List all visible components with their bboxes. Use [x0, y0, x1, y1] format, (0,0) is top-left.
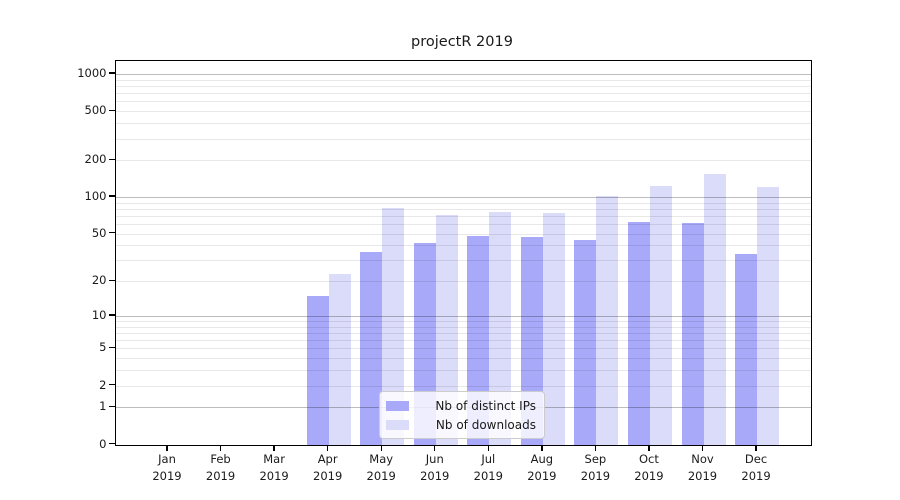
gridline-minor [115, 101, 811, 103]
x-tick [594, 445, 597, 451]
x-tick-label: Sep 2019 [580, 451, 611, 483]
x-tick [755, 445, 757, 451]
x-tick [166, 445, 168, 451]
y-tick [108, 158, 115, 160]
y-tick-label: 200 [84, 152, 107, 167]
x-tick [648, 445, 650, 451]
x-tick-label: Apr 2019 [313, 451, 343, 483]
bar-downloads-jun-2019 [435, 214, 458, 445]
legend-swatch-downloads [386, 419, 409, 430]
gridline-minor [115, 86, 811, 88]
bar-downloads-nov-2019 [703, 174, 726, 445]
legend-item-downloads: Nb of downloads [386, 415, 536, 434]
x-tick-label: Jan 2019 [152, 451, 182, 483]
gridline-minor [115, 208, 811, 210]
y-tick [108, 232, 115, 234]
chart-legend: Nb of distinct IPs Nb of downloads [379, 391, 545, 439]
bar-downloads-may-2019 [382, 207, 405, 445]
bar-distinct-ips-nov-2019 [681, 223, 704, 445]
y-tick-label: 1 [99, 399, 107, 414]
y-tick-label: 50 [91, 225, 107, 240]
legend-label-distinct-ips: Nb of distinct IPs [435, 398, 536, 413]
chart-title: projectR 2019 [411, 34, 513, 50]
y-tick [108, 405, 115, 408]
y-tick-label: 0 [99, 436, 107, 451]
x-tick-label: Nov 2019 [687, 451, 718, 483]
y-tick-label: 20 [91, 273, 107, 288]
gridline-minor [115, 340, 811, 342]
x-tick [541, 445, 543, 451]
x-tick-label: Jul 2019 [473, 451, 503, 483]
y-tick-label: 500 [84, 103, 107, 118]
gridline-minor [115, 321, 811, 323]
gridline-minor [115, 111, 811, 113]
gridline-minor [115, 215, 811, 217]
bar-downloads-aug-2019 [542, 213, 565, 445]
legend-swatch-distinct-ips [386, 400, 409, 411]
x-tick [326, 445, 329, 451]
x-tick-label: Dec 2019 [741, 451, 771, 483]
gridline-minor [115, 333, 811, 335]
y-tick [108, 279, 115, 281]
x-tick-label: Oct 2019 [634, 451, 664, 483]
y-tick-label: 100 [84, 189, 107, 204]
bar-distinct-ips-apr-2019 [306, 295, 329, 445]
x-tick-label: Mar 2019 [259, 451, 289, 483]
bar-distinct-ips-sep-2019 [574, 240, 597, 445]
bar-distinct-ips-may-2019 [360, 252, 383, 445]
bar-distinct-ips-dec-2019 [735, 253, 758, 445]
x-tick-label: Feb 2019 [205, 451, 236, 483]
y-tick [108, 195, 115, 197]
gridline-major [115, 74, 811, 76]
x-tick [434, 445, 436, 451]
gridline-minor [115, 370, 811, 372]
x-tick [273, 445, 275, 451]
gridline-minor [115, 326, 811, 328]
gridline-minor [115, 202, 811, 204]
bar-distinct-ips-oct-2019 [627, 222, 650, 445]
x-tick [487, 445, 489, 451]
x-tick [219, 445, 222, 451]
gridline-minor [115, 245, 811, 247]
x-tick [380, 445, 382, 451]
y-tick [108, 109, 115, 111]
x-tick-label: Jun 2019 [420, 451, 450, 483]
gridline-minor [115, 358, 811, 360]
gridline-minor [115, 348, 811, 350]
gridline-major [115, 197, 811, 199]
gridline-minor [115, 224, 811, 226]
bar-downloads-dec-2019 [757, 187, 780, 445]
y-tick [108, 346, 115, 349]
gridline-minor [115, 79, 811, 81]
y-tick [108, 383, 115, 386]
gridline-minor [115, 138, 811, 140]
y-tick-label: 5 [99, 340, 107, 355]
y-tick [108, 442, 115, 445]
gridline-minor [115, 233, 811, 235]
y-tick-label: 1000 [77, 66, 107, 81]
bar-downloads-jul-2019 [489, 212, 512, 445]
bar-downloads-oct-2019 [649, 186, 672, 445]
bar-downloads-apr-2019 [328, 274, 351, 445]
gridline-minor [115, 123, 811, 125]
x-tick [701, 445, 704, 451]
y-tick [108, 72, 115, 74]
y-tick-label: 2 [99, 377, 107, 392]
gridline-major [115, 315, 811, 317]
gridline-minor [115, 385, 811, 387]
gridline-minor [115, 260, 811, 262]
plot-area [114, 59, 812, 446]
legend-label-downloads: Nb of downloads [435, 417, 536, 432]
x-tick-label: May 2019 [366, 451, 396, 483]
gridline-minor [115, 281, 811, 283]
bar-downloads-sep-2019 [596, 196, 619, 445]
y-tick [108, 314, 115, 316]
gridline-minor [115, 93, 811, 95]
y-tick-label: 10 [91, 307, 107, 322]
x-tick-label: Aug 2019 [527, 451, 557, 483]
legend-item-distinct-ips: Nb of distinct IPs [386, 396, 536, 415]
gridline-minor [115, 160, 811, 162]
